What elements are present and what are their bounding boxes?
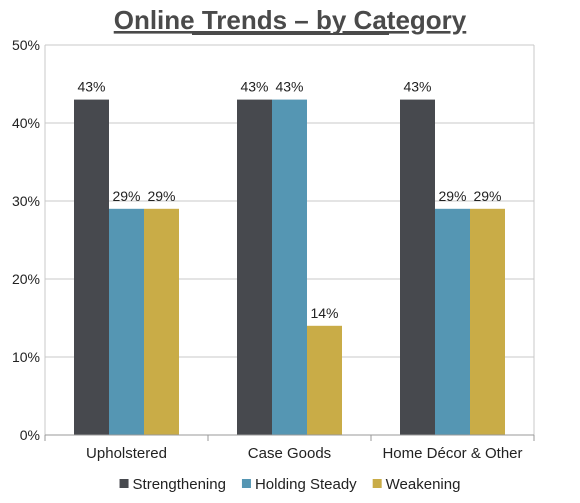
legend-item: Strengthening xyxy=(119,476,226,493)
legend: Strengthening Holding Steady Weakening xyxy=(119,476,461,493)
data-label: 43% xyxy=(240,79,268,95)
bar xyxy=(237,99,272,435)
x-axis: Upholstered Case Goods Home Décor & Other xyxy=(44,434,535,462)
category-label: Upholstered xyxy=(86,445,167,462)
data-label: 43% xyxy=(275,79,303,95)
y-tick-label: 10% xyxy=(12,349,40,365)
y-tick-label: 20% xyxy=(12,271,40,287)
category-label: Case Goods xyxy=(248,445,331,462)
y-tick-label: 50% xyxy=(12,37,40,53)
data-label: 43% xyxy=(403,79,431,95)
bar xyxy=(144,208,179,435)
bar xyxy=(74,99,109,435)
bars xyxy=(74,99,505,435)
data-label: 14% xyxy=(310,305,338,321)
legend-swatch xyxy=(241,479,251,488)
bar xyxy=(435,208,470,435)
data-labels: 43% 29% 29% 43% 43% 14% 43% 29% 29% xyxy=(77,79,501,321)
bar xyxy=(109,208,144,435)
bar xyxy=(307,325,342,435)
y-tick-label: 30% xyxy=(12,193,40,209)
bar xyxy=(272,99,307,435)
legend-swatch xyxy=(119,479,129,488)
y-axis-ticks: 0% 10% 20% 30% 40% 50% xyxy=(12,37,40,443)
data-label: 29% xyxy=(473,188,501,204)
data-label: 43% xyxy=(77,79,105,95)
legend-label: Holding Steady xyxy=(255,476,357,493)
legend-label: Strengthening xyxy=(133,476,226,493)
bar xyxy=(400,99,435,435)
y-tick-label: 40% xyxy=(12,115,40,131)
y-tick-label: 0% xyxy=(20,427,40,443)
data-label: 29% xyxy=(112,188,140,204)
legend-label: Weakening xyxy=(386,476,461,493)
data-label: 29% xyxy=(147,188,175,204)
legend-item: Weakening xyxy=(372,476,461,493)
legend-item: Holding Steady xyxy=(241,476,357,493)
legend-swatch xyxy=(372,479,382,488)
data-label: 29% xyxy=(438,188,466,204)
category-label: Home Décor & Other xyxy=(382,445,522,462)
chart-title: Online Trends – by Category xyxy=(114,5,467,35)
bar xyxy=(470,208,505,435)
